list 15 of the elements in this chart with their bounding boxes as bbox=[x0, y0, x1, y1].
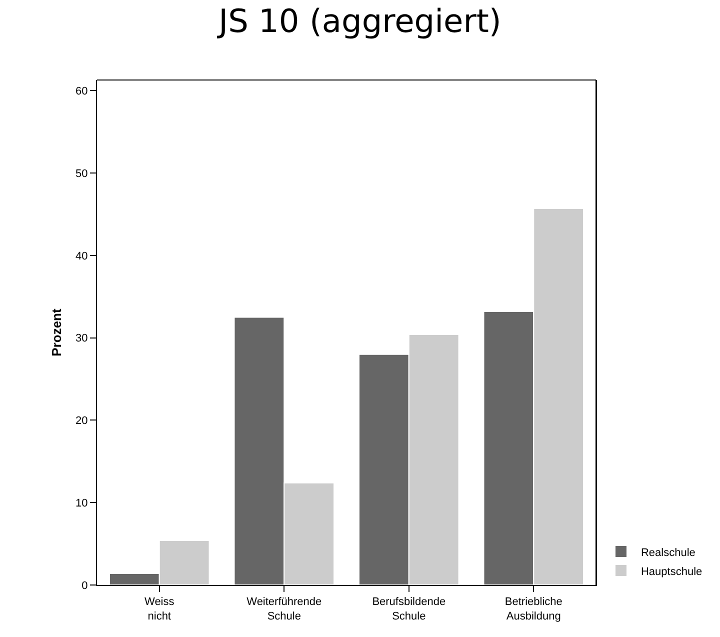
x-tick-label: Weiterführende Schule bbox=[246, 596, 322, 622]
y-tick-label: 0 bbox=[82, 580, 88, 592]
y-axis-title: Prozent bbox=[49, 308, 64, 356]
y-tick-label: 10 bbox=[76, 497, 88, 510]
x-tick-label: Betriebliche Ausbildung bbox=[504, 596, 562, 622]
x-tick-label: Berufsbildende Schule bbox=[372, 596, 446, 622]
legend-label: Realschule bbox=[640, 546, 696, 559]
chart-title: JS 10 (aggregiert) bbox=[216, 2, 502, 40]
y-tick-label: 30 bbox=[76, 332, 88, 345]
y-tick-label: 20 bbox=[76, 415, 88, 428]
y-tick-label: 40 bbox=[76, 250, 88, 262]
y-tick-label: 50 bbox=[76, 168, 88, 180]
legend-label: Hauptschule bbox=[640, 566, 702, 578]
x-tick-label: Weiss nicht bbox=[144, 596, 175, 622]
y-tick-label: 60 bbox=[76, 86, 88, 98]
